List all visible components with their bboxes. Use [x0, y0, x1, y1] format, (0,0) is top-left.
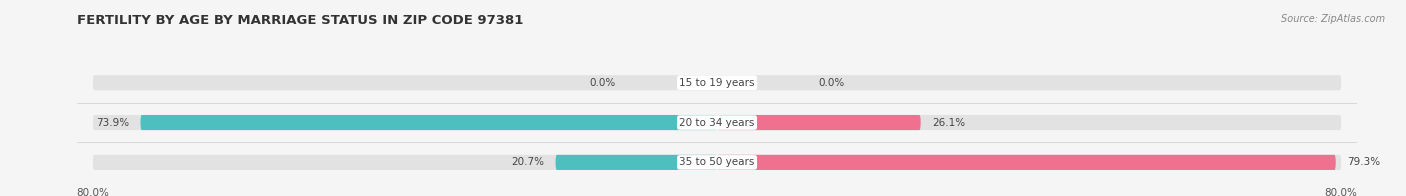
Text: 15 to 19 years: 15 to 19 years	[679, 78, 755, 88]
Text: 79.3%: 79.3%	[1347, 157, 1381, 167]
FancyBboxPatch shape	[93, 115, 1341, 130]
FancyBboxPatch shape	[555, 155, 717, 170]
FancyBboxPatch shape	[93, 75, 1341, 90]
Text: Source: ZipAtlas.com: Source: ZipAtlas.com	[1281, 14, 1385, 24]
Text: 35 to 50 years: 35 to 50 years	[679, 157, 755, 167]
FancyBboxPatch shape	[717, 115, 921, 130]
Text: 26.1%: 26.1%	[932, 118, 966, 128]
Text: 0.0%: 0.0%	[589, 78, 616, 88]
FancyBboxPatch shape	[717, 155, 1336, 170]
Text: 73.9%: 73.9%	[96, 118, 129, 128]
FancyBboxPatch shape	[141, 115, 717, 130]
Text: 20.7%: 20.7%	[510, 157, 544, 167]
Text: 20 to 34 years: 20 to 34 years	[679, 118, 755, 128]
Text: 0.0%: 0.0%	[818, 78, 845, 88]
FancyBboxPatch shape	[93, 155, 1341, 170]
Text: FERTILITY BY AGE BY MARRIAGE STATUS IN ZIP CODE 97381: FERTILITY BY AGE BY MARRIAGE STATUS IN Z…	[77, 14, 523, 27]
